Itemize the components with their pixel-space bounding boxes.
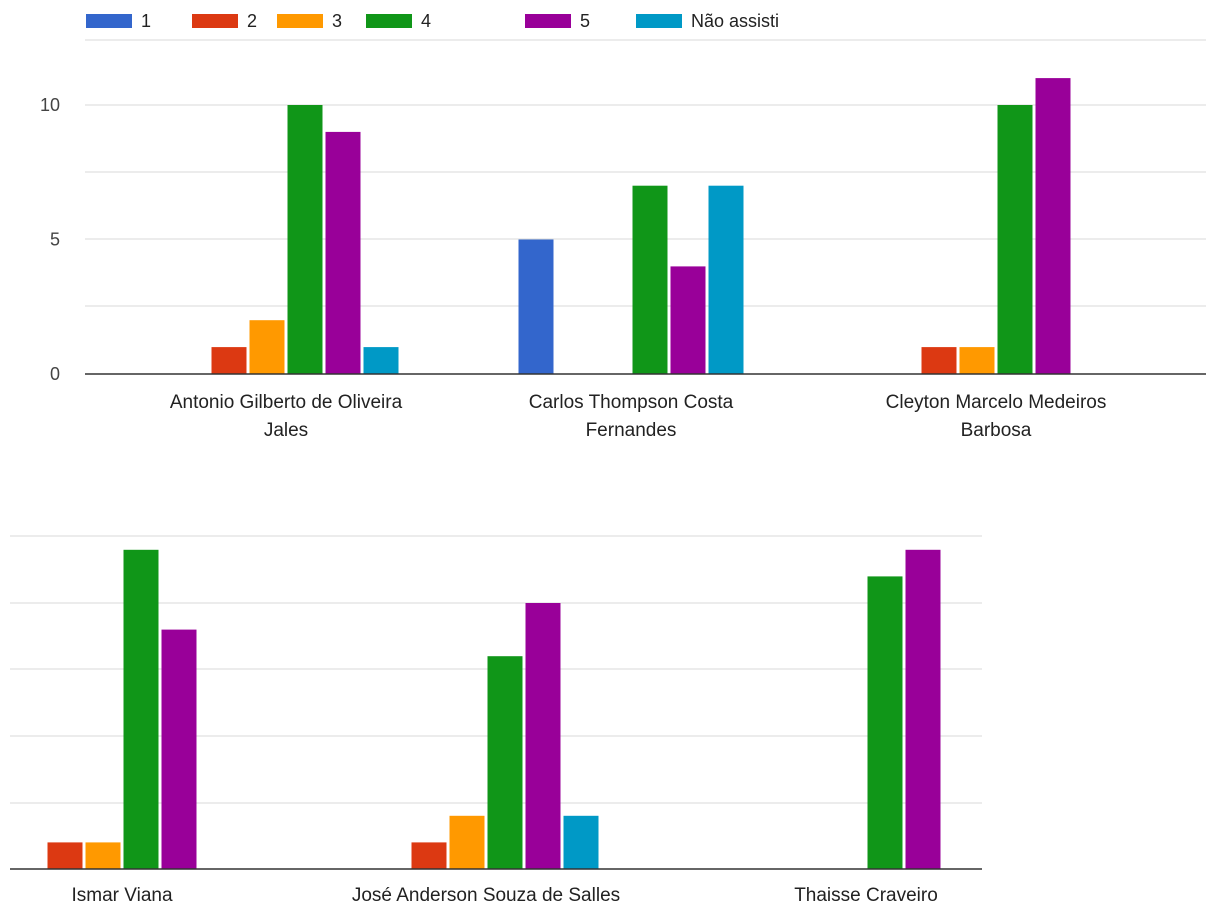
x-category-label: Antonio Gilberto de Oliveira [170,392,403,413]
bar [708,185,744,374]
legend-label: 3 [332,10,343,31]
bar [123,549,159,869]
bar [518,239,554,374]
bar [85,842,121,869]
legend-item: 2 [192,10,257,32]
bar [487,656,523,869]
bar [325,131,361,374]
bar [161,629,197,869]
x-category-label: José Anderson Souza de Salles [352,885,620,906]
bar [47,842,83,869]
bar [632,185,668,374]
bar [411,842,447,869]
legend-item: Não assisti [636,10,779,32]
legend-label: 5 [580,10,591,31]
bar [905,549,941,869]
bar [363,347,399,374]
x-category-label: Cleyton Marcelo Medeiros [886,392,1107,413]
legend-swatch [636,14,682,28]
bar [670,266,706,374]
legend-item: 5 [525,10,590,32]
bar [959,347,995,374]
chart-legend: 1 2 3 4 5 Não assisti [0,0,1206,40]
legend-label: 1 [141,10,152,31]
legend-swatch [366,14,412,28]
y-tick-label: 10 [40,95,60,115]
bar [449,815,485,869]
legend-item: 3 [277,10,342,32]
x-category-label: Jales [264,420,308,441]
x-category-label: Carlos Thompson Costa [529,392,734,413]
legend-label: 2 [247,10,258,31]
bar [525,603,561,869]
legend-label: Não assisti [691,10,780,31]
legend-label: 4 [421,10,432,31]
legend-swatch [86,14,132,28]
bar [997,105,1033,374]
x-category-label: Barbosa [961,420,1032,441]
x-category-label: Thaisse Craveiro [794,885,938,906]
legend-swatch [192,14,238,28]
y-tick-label: 0 [50,364,60,384]
legend-item: 1 [86,10,151,32]
bar [867,576,903,869]
bar [921,347,957,374]
y-tick-label: 5 [50,230,60,250]
x-category-label: Ismar Viana [71,885,172,906]
legend-swatch [277,14,323,28]
legend-item: 4 [366,10,431,32]
legend-swatch [525,14,571,28]
bar [1035,78,1071,374]
x-category-label: Fernandes [586,420,677,441]
bar [249,320,285,374]
bar [211,347,247,374]
bar [563,815,599,869]
bar [287,105,323,374]
